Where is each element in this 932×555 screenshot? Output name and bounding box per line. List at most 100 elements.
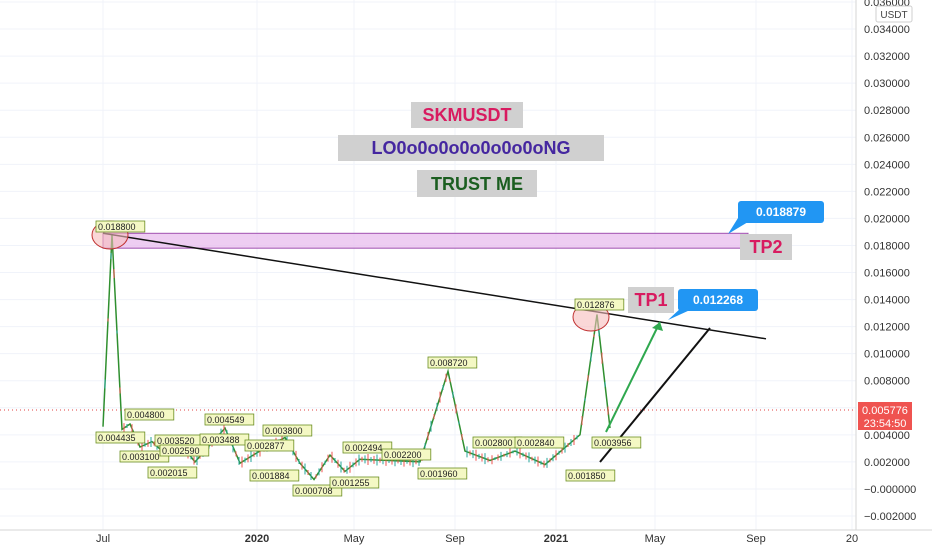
- tp2-price-callout[interactable]: 0.018879: [728, 201, 824, 234]
- pivot-label-box: [262, 424, 313, 437]
- resistance-trend-line: [102, 232, 767, 340]
- pivot-label-box: [124, 408, 175, 421]
- pivot-label-box: [292, 484, 343, 497]
- tp2-annotation[interactable]: TP2: [740, 234, 792, 260]
- pivot-label-text: 0.004800: [127, 410, 165, 420]
- pivot-label-text: 0.002840: [517, 438, 555, 448]
- time-tick-label: Jul: [96, 533, 110, 545]
- price-axis-labels: −0.002000−0.0000000.0020000.0040000.0060…: [864, 0, 916, 523]
- pivot-label-text: 0.003520: [157, 436, 195, 446]
- pivot-label-text: 0.002590: [162, 446, 200, 456]
- pivot-label-box: [147, 466, 198, 479]
- pivot-label-box: [574, 298, 625, 311]
- price-tick-label: 0.030000: [864, 78, 910, 90]
- pivot-label-box: [119, 450, 170, 463]
- pivot-label-text: 0.002494: [345, 443, 383, 453]
- tp1-annotation-text: TP1: [634, 290, 667, 310]
- pivot-label-box: [342, 441, 393, 454]
- projection-arrow: [605, 321, 661, 433]
- long-annotation-text: LO0o0o0o0o0o0o0oNG: [371, 138, 570, 158]
- price-tick-label: 0.028000: [864, 105, 910, 117]
- tp2-price-text: 0.018879: [756, 205, 806, 219]
- pivot-label-box: [591, 436, 642, 449]
- pivot-label-box: [95, 220, 146, 233]
- price-tick-label: 0.002000: [864, 457, 910, 469]
- time-tick-label: May: [645, 533, 666, 545]
- pivot-label-text: 0.003100: [122, 452, 160, 462]
- pivot-labels: 0.018800 0.004435 0.004800 0.003100 0.003520…: [95, 220, 642, 497]
- price-tick-label: −0.000000: [864, 484, 916, 496]
- pivot-label-text: 0.004549: [207, 415, 245, 425]
- trust-annotation-text: TRUST ME: [431, 174, 523, 194]
- pivot-label-text: 0.002877: [247, 441, 285, 451]
- pivot-label-box: [249, 469, 300, 482]
- price-tick-label: 0.024000: [864, 159, 910, 171]
- time-tick-label: 2021: [544, 533, 568, 545]
- time-tick-label: Sep: [445, 533, 465, 545]
- price-tick-label: 0.020000: [864, 213, 910, 225]
- pivot-label-text: 0.003956: [594, 438, 632, 448]
- long-annotation[interactable]: LO0o0o0o0o0o0o0oNG: [338, 135, 604, 161]
- last-price-badge[interactable]: 0.005776 23:54:50: [858, 402, 912, 430]
- pivot-label-text: 0.001850: [568, 471, 606, 481]
- price-tick-label: 0.036000: [864, 0, 910, 9]
- title-annotation[interactable]: SKMUSDT: [411, 102, 523, 128]
- price-tick-label: 0.016000: [864, 268, 910, 280]
- price-tick-label: 0.004000: [864, 430, 910, 442]
- price-tick-label: 0.018000: [864, 240, 910, 252]
- pivot-label-text: 0.002800: [475, 438, 513, 448]
- price-tick-label: −0.002000: [864, 511, 916, 523]
- pivot-label-box: [244, 439, 295, 452]
- pivot-label-text: 0.003488: [202, 435, 240, 445]
- projection-arrow-head: [652, 322, 663, 331]
- pivot-label-text: 0.002015: [150, 468, 188, 478]
- pivot-label-text: 0.002200: [384, 450, 422, 460]
- tp2-zone: [102, 232, 749, 249]
- pivot-label-text: 0.012876: [577, 300, 615, 310]
- price-tick-label: 0.014000: [864, 295, 910, 307]
- pivot-label-text: 0.008720: [430, 358, 468, 368]
- pivot-label-box: [159, 444, 210, 457]
- pivot-label-box: [199, 433, 250, 446]
- pivot-label-text: 0.018800: [98, 222, 136, 232]
- price-axis-bg[interactable]: [856, 0, 932, 530]
- price-tick-label: 0.022000: [864, 186, 910, 198]
- tp1-price-text: 0.012268: [693, 293, 743, 307]
- pivot-label-box: [204, 413, 255, 426]
- pivot-label-box: [417, 467, 468, 480]
- time-tick-label: Sep: [746, 533, 766, 545]
- pivot-label-box: [329, 476, 380, 489]
- tp1-price-callout[interactable]: 0.012268: [668, 289, 758, 320]
- countdown-text: 23:54:50: [864, 418, 907, 430]
- pivot-label-text: 0.001255: [332, 478, 370, 488]
- time-tick-label: 2020: [245, 533, 269, 545]
- pivot-label-box: [514, 436, 565, 449]
- price-tick-label: 0.032000: [864, 51, 910, 63]
- pivot-label-text: 0.001884: [252, 471, 290, 481]
- pivot-label-text: 0.001960: [420, 469, 458, 479]
- price-tick-label: 0.010000: [864, 349, 910, 361]
- pivot-label-box: [95, 431, 146, 444]
- pivot-label-text: 0.003800: [265, 426, 303, 436]
- time-tick-label: May: [344, 533, 365, 545]
- pivot-label-box: [427, 356, 478, 369]
- pivot-label-box: [565, 469, 616, 482]
- price-tick-label: 0.026000: [864, 132, 910, 144]
- pivot-label-box: [381, 448, 432, 461]
- price-tick-label: 0.012000: [864, 322, 910, 334]
- tp1-annotation[interactable]: TP1: [628, 287, 674, 313]
- currency-badge[interactable]: USDT: [875, 5, 913, 23]
- pivot-label-text: 0.000708: [295, 486, 333, 496]
- pivot-label-text: 0.004435: [98, 433, 136, 443]
- last-price-text: 0.005776: [862, 405, 908, 417]
- price-tick-label: 0.008000: [864, 376, 910, 388]
- time-tick-label: 20: [846, 533, 858, 545]
- time-axis-labels: Jul 2020 May Sep 2021 May Sep 20: [96, 533, 858, 545]
- title-annotation-text: SKMUSDT: [423, 105, 512, 125]
- tp2-annotation-text: TP2: [749, 237, 782, 257]
- price-tick-label: 0.034000: [864, 24, 910, 36]
- currency-label: USDT: [880, 10, 907, 21]
- trust-annotation[interactable]: TRUST ME: [417, 170, 537, 197]
